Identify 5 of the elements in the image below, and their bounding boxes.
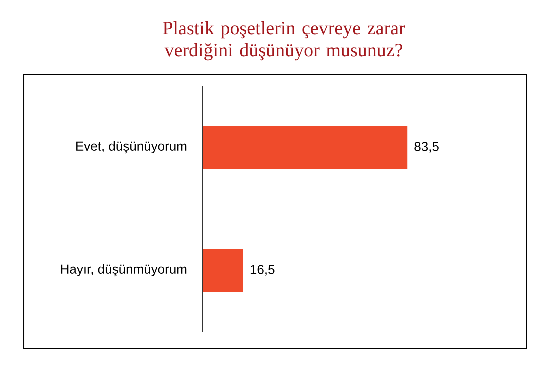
data-label: 83,5 <box>414 142 439 153</box>
y-tick-label: Evet, düşünüyorum <box>76 141 187 154</box>
chart-title: Plastik poşetlerin çevreye zarar verdiğini düşünüyor musunuz? <box>163 21 406 61</box>
data-label: 16,5 <box>250 265 275 276</box>
y-tick-label: Hayır, düşünmüyorum <box>61 264 187 277</box>
